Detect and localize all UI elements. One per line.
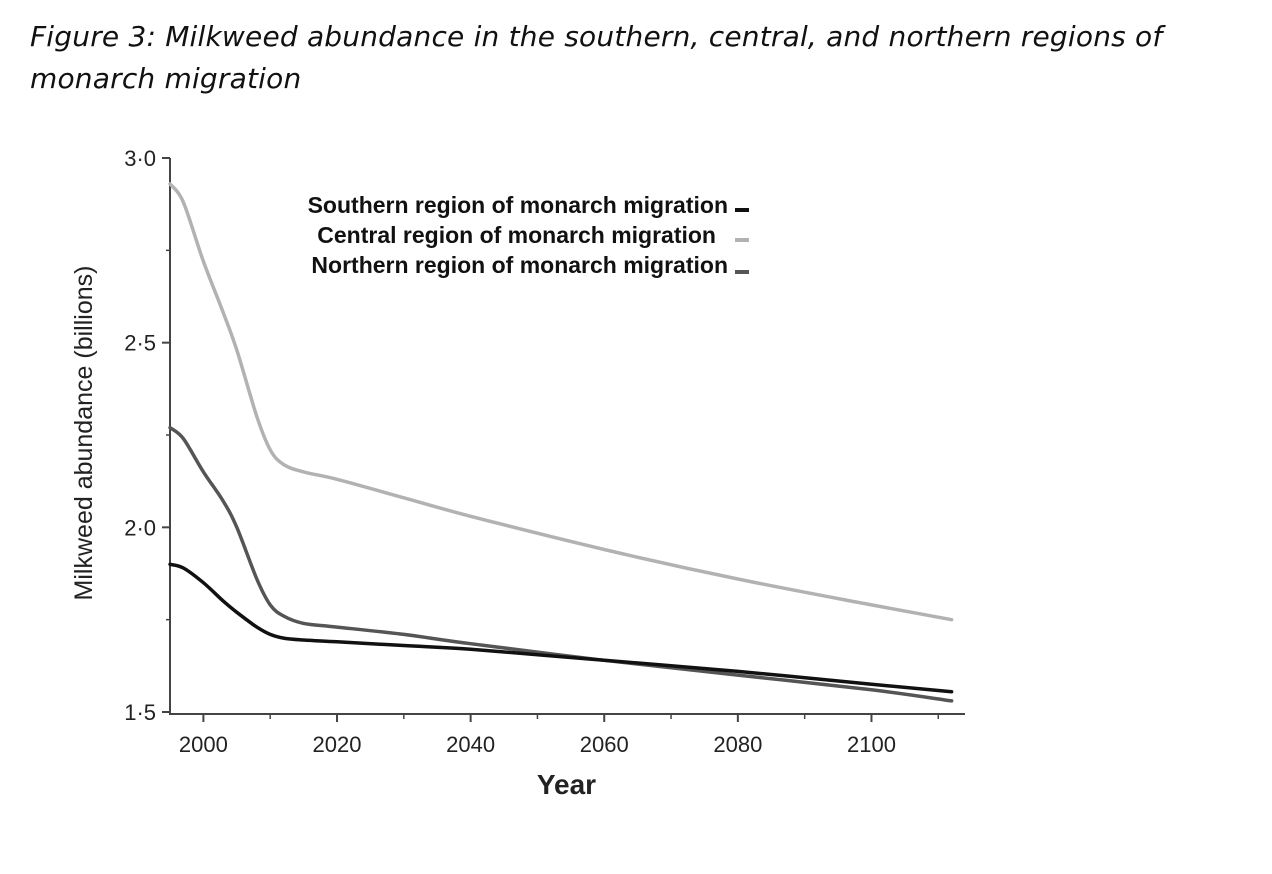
y-tick-label: 2·5 (124, 331, 156, 356)
legend-label: Southern region of monarch migration (308, 192, 728, 218)
x-axis-title: Year (537, 769, 596, 800)
x-tick-label: 2060 (580, 732, 629, 757)
x-tick-label: 2000 (179, 732, 228, 757)
legend-swatch (735, 238, 749, 242)
y-axis-title: Milkweed abundance (billions) (70, 266, 98, 601)
y-tick-label: 1·5 (124, 700, 156, 725)
series-line-central (168, 182, 954, 622)
legend-label: Central region of monarch migration (317, 222, 716, 248)
x-tick-label: 2100 (847, 732, 896, 757)
series-line-northern (168, 425, 954, 703)
x-tick-label: 2040 (446, 732, 495, 757)
legend-swatch (735, 208, 749, 212)
axes: 1·5 2·0 2·5 3·0 2000 2020 2040 2060 2080 2100 (124, 146, 965, 757)
legend-swatch (735, 270, 749, 274)
figure-caption: Figure 3: Milkweed abundance in the sout… (30, 20, 1163, 95)
legend: Southern region of monarch migration Cent… (308, 192, 749, 278)
y-tick-label: 3·0 (124, 146, 156, 171)
legend-label: Northern region of monarch migration (311, 252, 728, 278)
y-tick-label: 2·0 (124, 515, 156, 540)
series-line-southern (168, 562, 954, 694)
x-tick-label: 2020 (313, 732, 362, 757)
series-lines (168, 182, 954, 703)
x-tick-label: 2080 (713, 732, 762, 757)
